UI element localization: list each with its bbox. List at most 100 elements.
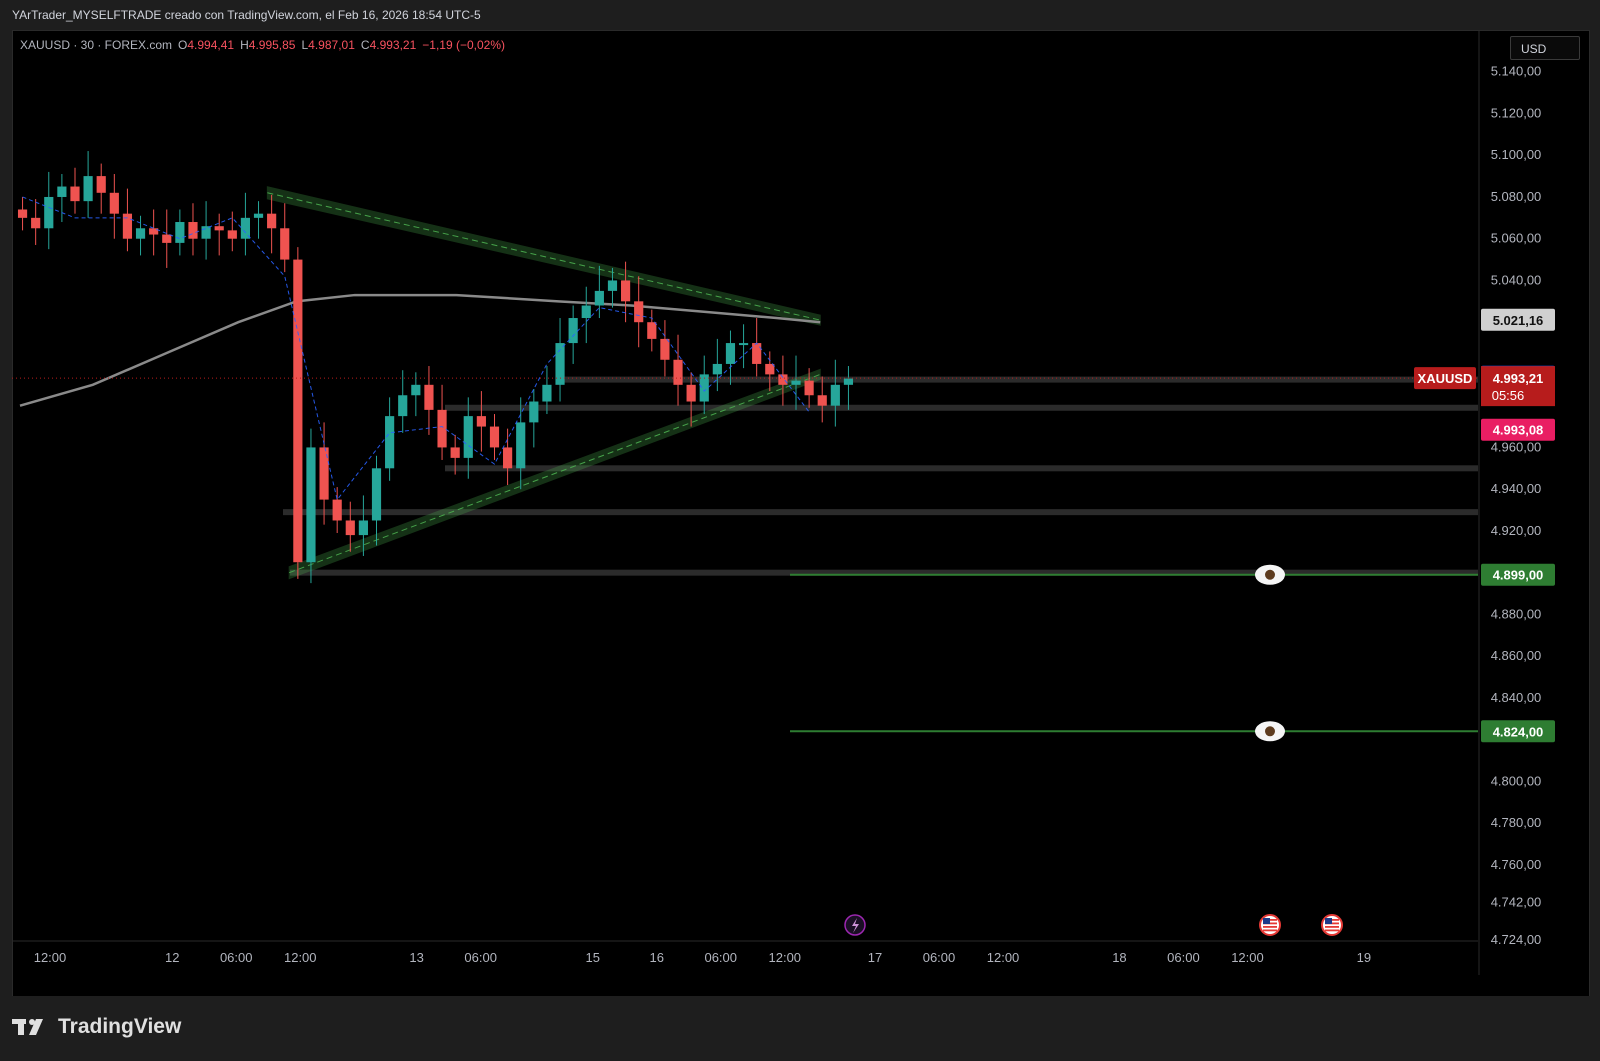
candle-body [398, 395, 408, 417]
channel-upper-midline [267, 192, 821, 321]
eye-icon[interactable] [1255, 564, 1285, 585]
price-badge-label: 5.021,16 [1493, 313, 1544, 328]
candle-body [122, 213, 133, 239]
bar-countdown: 05:56 [1492, 388, 1525, 403]
us-flag-icon-stripe [1263, 926, 1277, 928]
current-price-value: 4.993,21 [1493, 371, 1544, 386]
open-label: O [178, 38, 188, 52]
candle-body [620, 280, 631, 302]
candle-body [791, 380, 801, 385]
price-tick-label: 4.724,00 [1491, 932, 1542, 947]
tradingview-logo: TradingView [12, 1014, 181, 1040]
snapshot-caption: YArTrader_MYSELFTRADE creado con Trading… [12, 8, 481, 22]
candle-body [607, 280, 618, 291]
symbol-info[interactable]: XAUUSD · 30 · FOREX.com [20, 38, 173, 52]
currency-selector[interactable]: USD [1510, 36, 1580, 60]
time-tick-label: 06:00 [1167, 950, 1200, 965]
candle-body [476, 416, 486, 427]
time-tick-label: 06:00 [923, 950, 956, 965]
price-badge-green [1481, 720, 1555, 743]
candle-body [201, 226, 211, 239]
candle-body [752, 343, 762, 364]
price-tick-label: 5.140,00 [1491, 64, 1542, 79]
candle-body [712, 363, 722, 375]
price-tick-label: 5.100,00 [1491, 147, 1542, 162]
high-label: H [240, 38, 249, 52]
candle-body [253, 213, 264, 218]
time-tick-label: 12:00 [284, 950, 317, 965]
price-tick-label: 4.860,00 [1491, 648, 1542, 663]
eye-icon-pupil [1265, 726, 1275, 737]
price-badge-pink [1481, 418, 1555, 441]
zigzag-indicator [22, 196, 810, 501]
price-tick-label: 5.060,00 [1491, 231, 1542, 246]
price-tick-label: 4.780,00 [1491, 815, 1542, 830]
price-tick-label: 4.742,00 [1491, 894, 1542, 909]
candle-body [332, 499, 342, 521]
candle-body [17, 209, 28, 218]
candle-body [647, 322, 657, 339]
current-price-badge [1481, 366, 1555, 407]
candle-body [542, 384, 552, 402]
candle-body [175, 222, 185, 243]
time-tick-label: 12 [165, 950, 179, 965]
candle-body [634, 301, 644, 323]
time-tick-label: 12:00 [34, 950, 67, 965]
eye-icon[interactable] [1255, 721, 1285, 742]
price-tick-label: 5.040,00 [1491, 272, 1542, 287]
time-tick-label: 15 [585, 950, 599, 965]
time-tick-label: 06:00 [220, 950, 253, 965]
us-flag-icon-stripe [1263, 929, 1277, 932]
candle-body [135, 228, 146, 239]
price-badge-grey [1481, 308, 1555, 331]
time-tick-label: 12:00 [1231, 950, 1264, 965]
lightning-icon[interactable] [844, 914, 866, 936]
price-tick-label: 4.880,00 [1491, 606, 1542, 621]
time-tick-label: 13 [409, 950, 423, 965]
us-flag-icon[interactable] [1321, 914, 1343, 936]
eye-icon-pupil [1265, 569, 1275, 580]
candle-body [568, 318, 578, 344]
tradingview-logo-icon [12, 1019, 43, 1035]
candle-body [411, 384, 421, 396]
open-value: 4.994,41 [187, 38, 235, 52]
support-resistance-level [283, 509, 1478, 516]
candle-body [83, 176, 93, 202]
candle-body [581, 305, 591, 319]
time-tick-label: 19 [1357, 950, 1371, 965]
candle-body [555, 343, 565, 385]
low-label: L [301, 38, 309, 52]
candle-body [358, 520, 368, 536]
support-resistance-level [290, 569, 1478, 576]
candle-body [699, 374, 709, 402]
candle-body [385, 416, 395, 469]
candle-body [516, 422, 526, 469]
candle-body [162, 234, 172, 243]
candle-body [594, 290, 604, 306]
us-flag-icon-stripe [1325, 926, 1339, 928]
symbol-legend: XAUUSD · 30 · FOREX.com O4.994,41 H4.995,8… [20, 38, 505, 52]
us-flag-icon[interactable] [1259, 914, 1281, 936]
time-tick-label: 17 [868, 950, 882, 965]
support-resistance-level [445, 465, 1478, 472]
time-tick-label: 06:00 [704, 950, 737, 965]
close-label: C [360, 38, 370, 52]
candle-body [57, 186, 67, 197]
candle-body [44, 196, 54, 229]
candle-body [463, 416, 473, 458]
candle-body [149, 228, 159, 235]
candle-body [280, 228, 290, 260]
change-value: −1,19 (−0,02%) [422, 38, 506, 52]
candle-body [725, 343, 736, 364]
candle-body [843, 378, 854, 385]
candle-body [503, 447, 513, 469]
price-chart[interactable]: 5.140,00 5.120,00 5.100,00 5.080,00 5.060,00… [0, 0, 1600, 1000]
us-flag-icon-stripe [1325, 929, 1339, 932]
candle-body [345, 520, 355, 536]
time-tick-label: 18 [1112, 950, 1126, 965]
channel-lower-midline [289, 373, 821, 574]
lightning-icon-bolt [852, 918, 859, 933]
candle-body [424, 384, 434, 410]
symbol-badge-label: XAUUSD [1418, 371, 1473, 386]
candle-body [188, 222, 198, 239]
